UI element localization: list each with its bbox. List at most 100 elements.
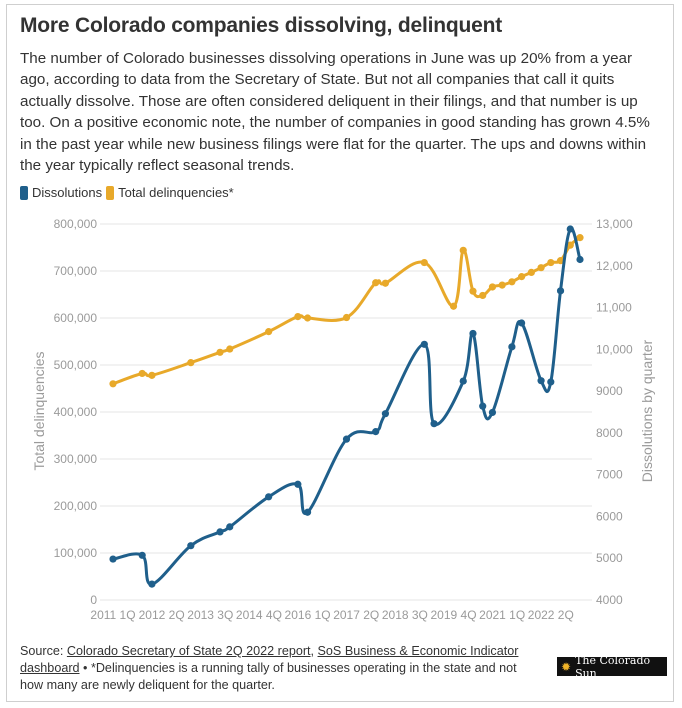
colorado-sun-logo: ✹ The Colorado Sun [557,654,667,680]
data-point-delinquencies[interactable] [576,234,584,242]
data-point-delinquencies[interactable] [372,279,380,287]
data-point-delinquencies[interactable] [187,359,195,367]
chart-card [6,4,674,702]
data-point-dissolutions[interactable] [556,287,565,295]
data-point-delinquencies[interactable] [488,283,497,291]
data-point-dissolutions[interactable] [420,340,428,348]
y-left-ticks: 0 100,000 200,000 300,000 400,000 500,000 600,… [54,217,98,607]
y-right-tick-label: 10,000 [596,342,633,356]
data-point-dissolutions[interactable] [109,555,117,563]
y-right-axis-title: Dissolutions by quarter [639,339,655,482]
x-tick-label: 2018 3Q [382,608,428,622]
y-right-tick-label: 13,000 [596,217,633,231]
y-right-tick-label: 6000 [596,509,623,523]
y-right-tick-label: 7000 [596,468,623,482]
data-point-delinquencies[interactable] [556,257,565,265]
data-point-delinquencies[interactable] [138,369,146,378]
data-point-dissolutions[interactable] [187,542,195,550]
y-left-tick-label: 800,000 [54,217,98,231]
x-tick-label: 2016 1Q [285,608,331,622]
data-point-dissolutions[interactable] [381,410,390,418]
data-point-delinquencies[interactable] [469,287,477,295]
data-point-delinquencies[interactable] [109,380,117,388]
x-tick-label: 2011 1Q [90,608,135,622]
chart-subtitle: The number of Colorado businesses dissol… [20,50,650,175]
logo-text: The Colorado Sun [575,653,651,680]
legend: Dissolutions Total delinquencies* [20,185,238,200]
data-point-dissolutions[interactable] [547,378,555,386]
data-point-delinquencies[interactable] [527,268,535,277]
data-point-dissolutions[interactable] [508,343,516,351]
legend-item-dissolutions[interactable]: Dissolutions [20,185,102,200]
data-point-delinquencies[interactable] [566,241,574,249]
data-point-delinquencies[interactable] [148,371,156,379]
data-point-delinquencies[interactable] [537,264,545,272]
y-left-tick-label: 500,000 [54,358,98,372]
data-point-delinquencies[interactable] [547,258,555,267]
sun-icon: ✹ [561,659,572,674]
x-tick-label: 2014 4Q [236,608,282,622]
y-right-tick-label: 4000 [596,593,623,607]
source-note: Source: Colorado Secretary of State 2Q 2… [20,643,540,694]
source-link-sos-report[interactable]: Colorado Secretary of State 2Q 2022 repo… [66,644,311,658]
source-link-dashboard[interactable]: SoS Business & Economic Indicator dashbo… [20,644,519,675]
y-right-ticks: 4000 5000 6000 7000 8000 9000 10,000 11,000 12,0… [596,217,633,607]
data-point-delinquencies[interactable] [420,258,428,267]
data-point-dissolutions[interactable] [518,319,526,327]
x-tick-label: 2022 2Q [528,608,574,622]
data-point-dissolutions[interactable] [566,225,574,233]
legend-swatch-dissolutions [20,185,28,200]
data-point-delinquencies[interactable] [294,312,302,321]
data-point-delinquencies[interactable] [479,291,487,300]
data-point-dissolutions[interactable] [537,377,545,385]
data-point-delinquencies[interactable] [303,314,312,322]
data-point-delinquencies[interactable] [518,273,526,281]
data-point-dissolutions[interactable] [488,408,497,417]
data-point-dissolutions[interactable] [303,508,312,516]
data-point-dissolutions[interactable] [226,523,234,531]
data-point-dissolutions[interactable] [469,329,477,338]
x-tick-label: 2021 1Q [479,608,525,622]
legend-label-dissolutions: Dissolutions [32,185,103,200]
data-point-delinquencies[interactable] [342,313,351,322]
data-point-dissolutions[interactable] [342,435,351,443]
chart-title: More Colorado companies dissolving, deli… [20,14,503,37]
series-line-delinquencies [111,236,582,386]
data-point-delinquencies[interactable] [265,328,273,336]
y-right-tick-label: 12,000 [596,259,633,273]
x-tick-label: 2013 3Q [187,608,233,622]
data-point-dissolutions[interactable] [479,402,487,410]
y-left-tick-label: 600,000 [54,311,98,325]
data-point-dissolutions[interactable] [265,493,273,501]
data-point-dissolutions[interactable] [372,428,380,436]
data-point-delinquencies[interactable] [216,348,224,356]
data-point-delinquencies[interactable] [459,246,467,254]
y-left-tick-label: 300,000 [54,452,98,466]
legend-label-delinquencies: Total delinquencies* [118,185,234,200]
data-point-delinquencies[interactable] [508,278,516,286]
data-point-dissolutions[interactable] [216,528,224,536]
x-tick-label: 2019 4Q [430,608,476,622]
x-tick-label: 2017 2Q [333,608,379,622]
data-point-delinquencies[interactable] [226,345,234,353]
data-point-delinquencies[interactable] [449,302,458,310]
data-point-dissolutions[interactable] [294,480,302,488]
y-left-tick-label: 100,000 [54,546,98,560]
y-right-tick-label: 9000 [596,384,623,398]
source-prefix: Source: [20,644,67,658]
data-point-delinquencies[interactable] [498,281,506,289]
y-left-tick-label: 200,000 [54,499,98,513]
data-point-delinquencies[interactable] [381,279,390,287]
y-left-axis-title: Total delinquencies [31,351,47,470]
source-separator: , [310,644,318,658]
line-chart: 0 100,000 200,000 300,000 400,000 500,000 600,… [31,217,655,622]
data-point-dissolutions[interactable] [576,255,584,264]
y-left-tick-label: 400,000 [54,405,98,419]
legend-item-delinquencies[interactable]: Total delinquencies* [106,185,234,200]
data-point-dissolutions[interactable] [430,420,438,428]
y-left-tick-label: 700,000 [54,264,98,278]
data-point-dissolutions[interactable] [148,580,156,588]
y-right-tick-label: 5000 [596,551,623,565]
data-point-dissolutions[interactable] [138,551,146,559]
data-point-dissolutions[interactable] [459,377,467,385]
